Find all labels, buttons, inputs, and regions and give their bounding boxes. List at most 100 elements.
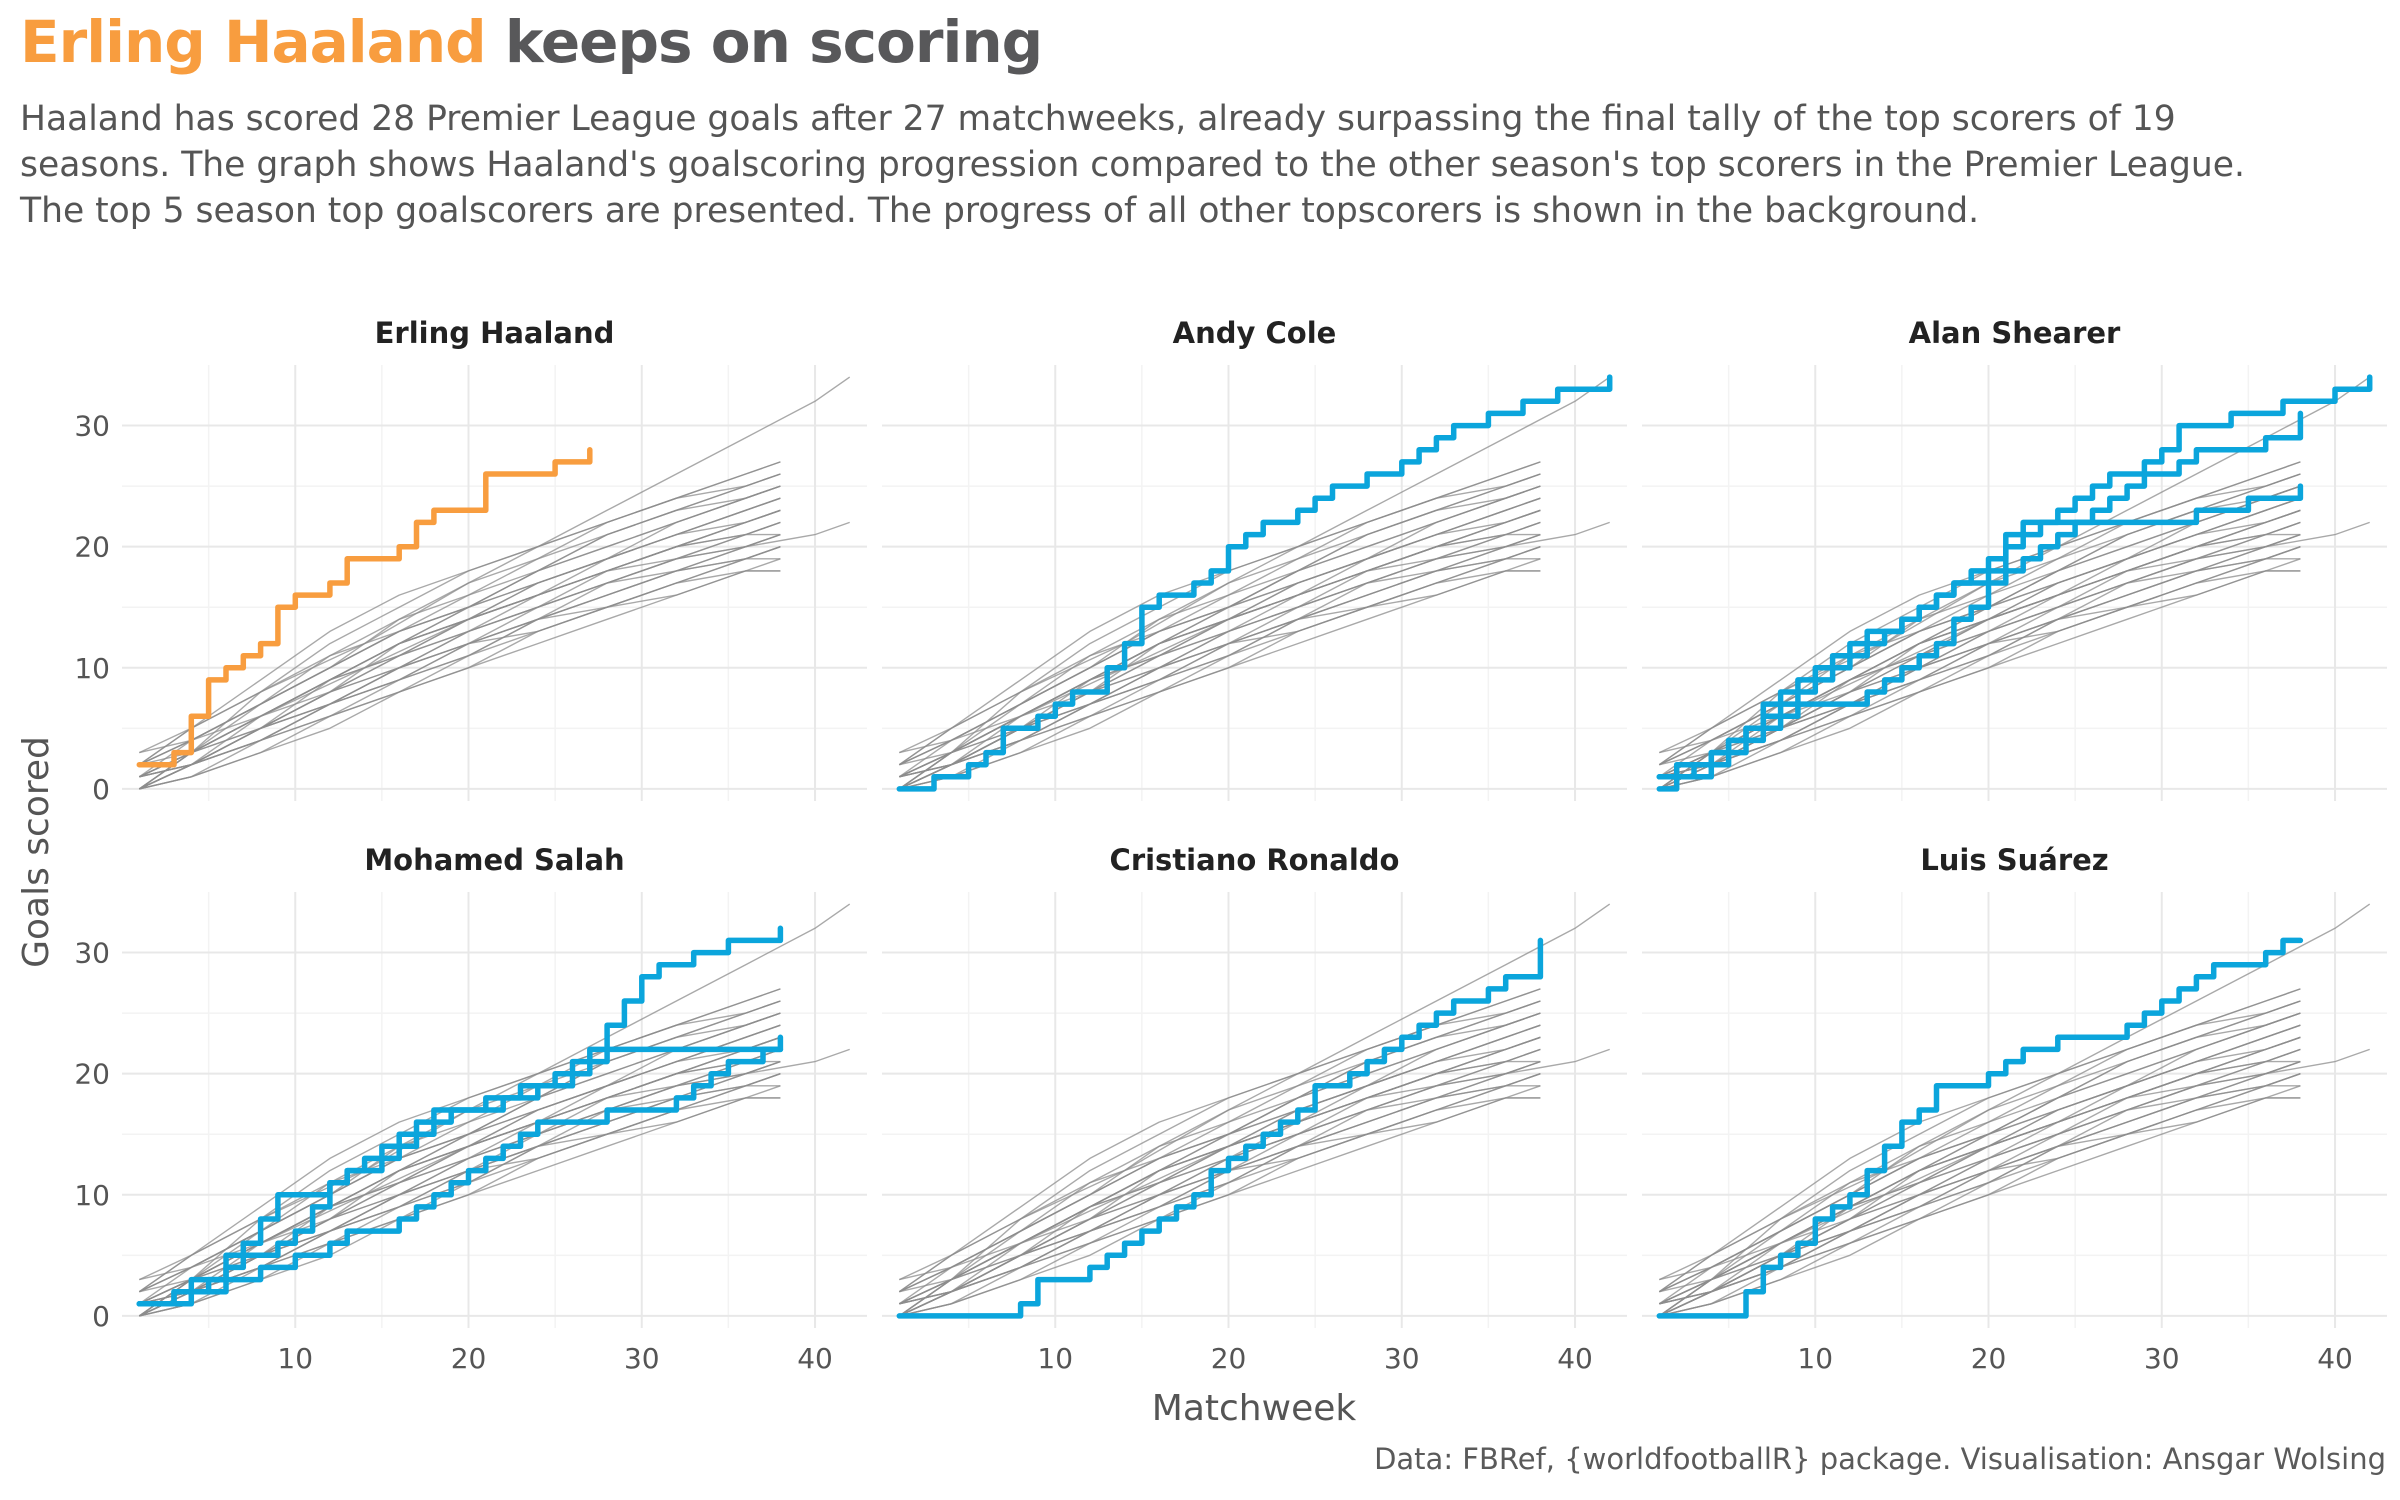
background-series-line bbox=[899, 1097, 1541, 1305]
chart-subtitle: Haaland has scored 28 Premier League goa… bbox=[20, 99, 2245, 231]
background-series-line bbox=[1659, 473, 2301, 754]
background-series-line bbox=[1659, 1097, 2301, 1317]
player-series-line bbox=[1656, 937, 2304, 1319]
background-series-line bbox=[898, 1036, 1541, 1317]
x-axis-label: Matchweek bbox=[1152, 1388, 1357, 1429]
background-series-line bbox=[139, 509, 781, 766]
panels-group: Erling Haaland 0 10 20 30 Andy Cole Alan Shear… bbox=[74, 316, 2387, 1375]
background-series-line bbox=[138, 1012, 781, 1293]
background-series-line bbox=[139, 1000, 781, 1281]
background-series-line bbox=[1658, 1036, 2301, 1317]
background-series-line bbox=[898, 509, 1541, 790]
x-tick-label: 40 bbox=[1557, 1342, 1593, 1375]
background-series-line bbox=[138, 1036, 781, 1317]
x-tick-label: 20 bbox=[451, 1342, 487, 1375]
panel-6: Luis Suárez 10 20 30 40 bbox=[1642, 843, 2387, 1375]
background-series-line bbox=[899, 497, 1541, 778]
background-series-line bbox=[1659, 570, 2301, 778]
background-series-line bbox=[898, 1036, 1541, 1317]
background-series-line bbox=[139, 521, 850, 778]
background-series-line bbox=[138, 485, 781, 766]
y-axis-label: Goals scored bbox=[16, 736, 57, 968]
background-series-line bbox=[898, 485, 1541, 766]
background-series-line bbox=[139, 533, 781, 790]
background-series-line bbox=[1659, 570, 2301, 790]
player-series-line bbox=[896, 937, 1544, 1319]
player-series-line bbox=[136, 925, 784, 1307]
background-series-line bbox=[1658, 903, 2371, 1317]
background-series-line bbox=[1658, 1000, 2301, 1293]
background-series-line bbox=[899, 485, 1541, 766]
background-series-line bbox=[899, 497, 1541, 778]
background-series-line bbox=[898, 1012, 1541, 1293]
background-series-line bbox=[898, 903, 1611, 1317]
x-tick-label: 30 bbox=[1384, 1342, 1420, 1375]
x-tick-label: 10 bbox=[1797, 1342, 1833, 1375]
background-series-line bbox=[1658, 1036, 2301, 1317]
panel-title: Alan Shearer bbox=[1909, 316, 2121, 350]
player-series-line bbox=[1656, 374, 2373, 780]
background-series-line bbox=[899, 521, 1610, 778]
background-series-line bbox=[139, 1097, 781, 1317]
player-series-line bbox=[136, 447, 593, 768]
y-tick-label: 30 bbox=[74, 937, 110, 970]
panel-title: Luis Suárez bbox=[1920, 843, 2108, 877]
y-tick-label: 20 bbox=[74, 1058, 110, 1091]
x-tick-label: 10 bbox=[1037, 1342, 1073, 1375]
x-tick-label: 30 bbox=[2144, 1342, 2180, 1375]
background-series-line bbox=[899, 1060, 1541, 1317]
background-series-line bbox=[1658, 1012, 2301, 1293]
background-series-line bbox=[899, 1060, 1541, 1317]
y-tick-label: 10 bbox=[74, 652, 110, 685]
player-series-line bbox=[1656, 483, 2304, 780]
panel-4: Mohamed Salah 0 10 20 30 10 20 30 40 bbox=[74, 843, 867, 1375]
background-series-line bbox=[899, 570, 1541, 790]
panel-3: Alan Shearer bbox=[1642, 316, 2387, 801]
background-series-line bbox=[138, 1036, 781, 1317]
background-series-line bbox=[139, 533, 781, 778]
background-series-line bbox=[898, 376, 1611, 790]
y-tick-label: 20 bbox=[74, 531, 110, 564]
background-series-line bbox=[899, 1060, 1541, 1305]
background-series-line bbox=[1658, 509, 2301, 790]
background-series-line bbox=[139, 570, 781, 790]
background-series-line bbox=[139, 1024, 781, 1305]
background-series-line bbox=[139, 1097, 781, 1305]
background-series-line bbox=[1659, 1060, 2301, 1305]
background-series-line bbox=[1659, 1060, 2301, 1305]
background-series-line bbox=[899, 1060, 1541, 1305]
background-series-line bbox=[1659, 1060, 2301, 1317]
background-series-line bbox=[1659, 1024, 2301, 1305]
background-series-line bbox=[899, 1024, 1541, 1305]
background-series-line bbox=[898, 509, 1541, 790]
panel-1: Erling Haaland 0 10 20 30 bbox=[74, 316, 867, 806]
background-series-line bbox=[1659, 497, 2301, 778]
x-tick-label: 20 bbox=[1211, 1342, 1247, 1375]
panel-5: Cristiano Ronaldo 10 20 30 40 bbox=[882, 843, 1627, 1375]
background-series-line bbox=[1659, 1036, 2301, 1293]
panel-title: Andy Cole bbox=[1173, 316, 1337, 350]
background-series-line bbox=[899, 1000, 1541, 1281]
background-series-line bbox=[139, 521, 781, 778]
player-series-line bbox=[136, 1034, 784, 1307]
background-series-line bbox=[899, 1048, 1610, 1305]
background-series-line bbox=[899, 509, 1541, 766]
background-series-line bbox=[899, 1012, 1541, 1293]
background-series-line bbox=[899, 521, 1541, 778]
background-series-line bbox=[898, 1000, 1541, 1293]
background-series-line bbox=[139, 1024, 781, 1305]
background-series-line bbox=[1659, 485, 2301, 766]
background-series-line bbox=[899, 570, 1541, 778]
background-series-line bbox=[139, 497, 781, 778]
x-tick-label: 20 bbox=[1971, 1342, 2007, 1375]
background-series-line bbox=[899, 1048, 1541, 1305]
player-series-line bbox=[896, 374, 1613, 792]
background-series-line bbox=[1659, 1060, 2301, 1317]
background-series-line bbox=[1659, 1097, 2301, 1305]
background-series-line bbox=[139, 1012, 781, 1293]
background-series-line bbox=[138, 1000, 781, 1293]
panel-title: Erling Haaland bbox=[375, 316, 615, 350]
background-series-line bbox=[899, 1036, 1541, 1293]
chart-title: Erling Haaland keeps on scoring bbox=[20, 8, 1043, 76]
background-series-line bbox=[139, 485, 781, 766]
